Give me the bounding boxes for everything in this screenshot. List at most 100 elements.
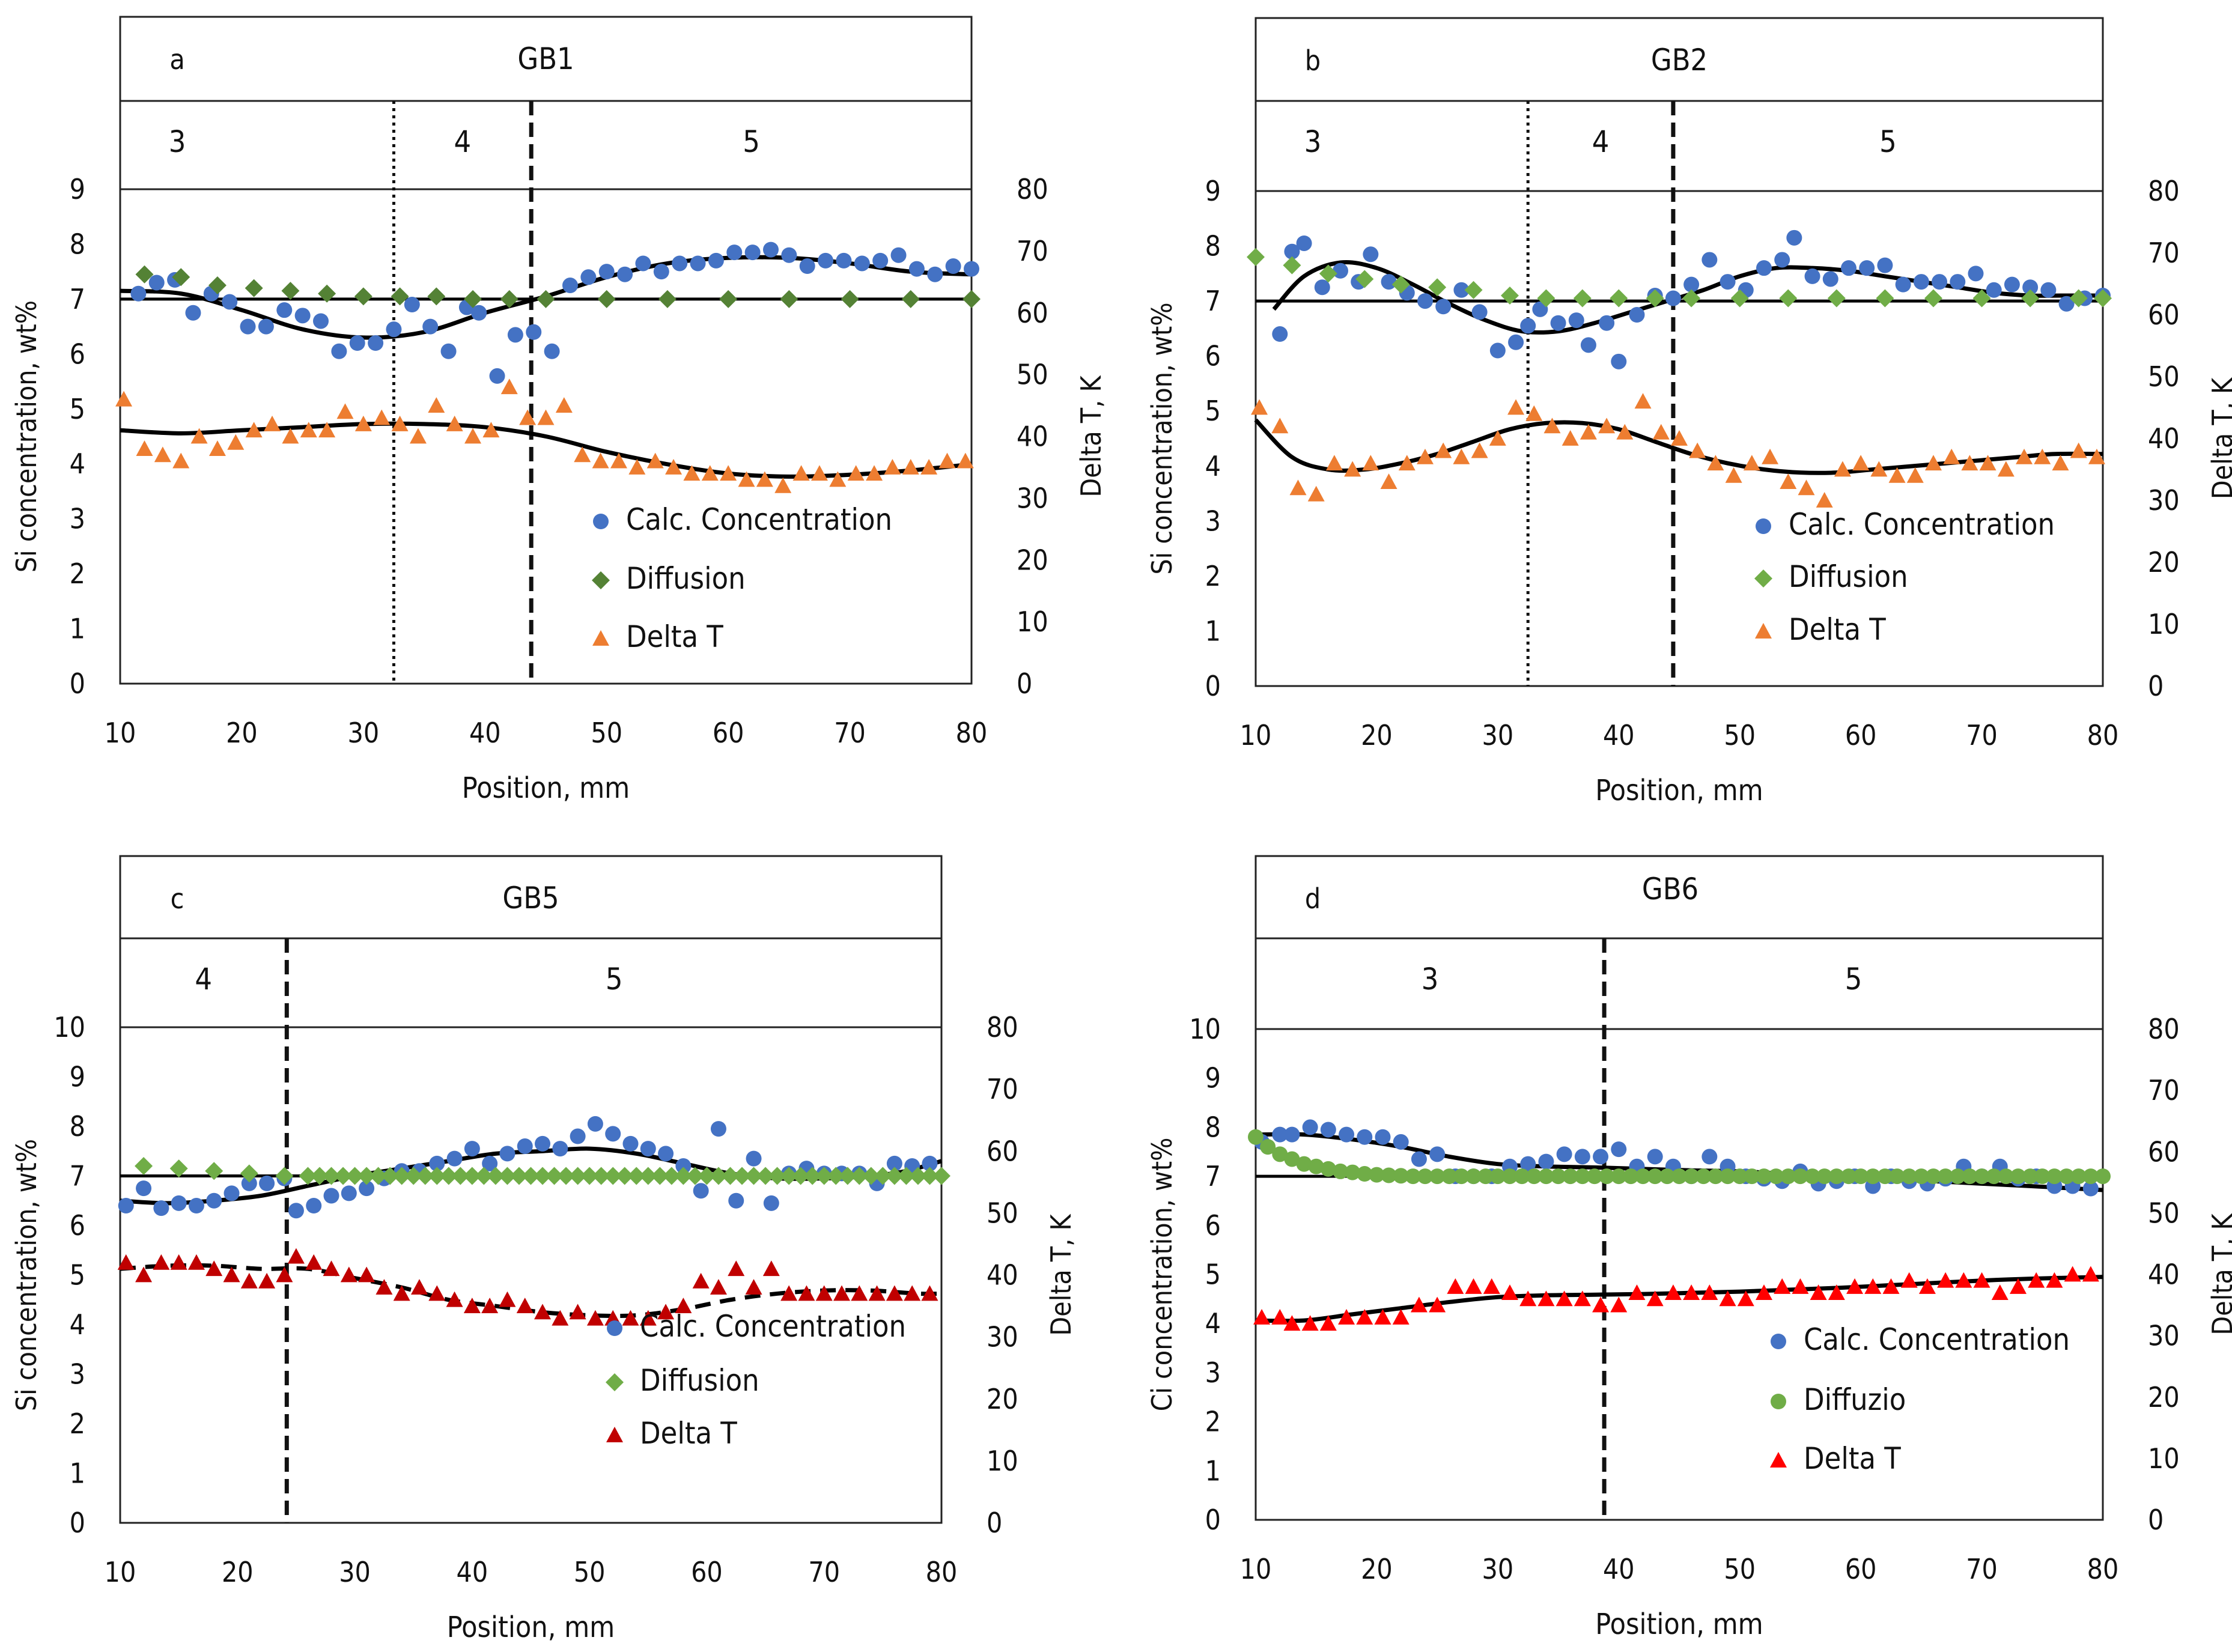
data-point <box>728 1260 745 1277</box>
data-point <box>756 471 773 487</box>
data-point <box>1962 1168 1978 1185</box>
data-point <box>1599 315 1615 331</box>
data-point <box>622 1135 639 1152</box>
data-point <box>1580 337 1596 353</box>
data-point <box>1410 1296 1428 1313</box>
data-point <box>1447 1278 1464 1294</box>
y-tick-label: 5 <box>1205 395 1221 427</box>
data-point <box>1786 229 1802 246</box>
data-point <box>1774 252 1790 268</box>
data-point <box>1363 246 1379 263</box>
data-point <box>921 1285 938 1301</box>
data-point <box>1381 274 1397 290</box>
legend-label: Diffusion <box>640 1363 759 1398</box>
data-point <box>1877 1168 1893 1185</box>
data-point <box>799 258 815 275</box>
data-point <box>148 275 165 291</box>
data-point <box>904 1285 921 1301</box>
series-diffusion <box>135 265 981 308</box>
data-point <box>281 282 300 300</box>
x-tick-label: 70 <box>808 1556 840 1588</box>
y2-tick-label: 30 <box>1017 482 1048 514</box>
data-point <box>391 287 409 306</box>
y2-tick-label: 40 <box>2148 1259 2180 1291</box>
data-point <box>1369 1167 1385 1183</box>
data-point <box>1792 1168 1808 1185</box>
y2-tick-label: 60 <box>2148 299 2180 331</box>
x-tick-label: 60 <box>1845 719 1877 752</box>
data-point <box>439 1167 458 1185</box>
data-point <box>674 1167 693 1185</box>
data-point <box>446 1150 463 1167</box>
data-point <box>901 290 920 308</box>
data-point <box>1471 304 1488 320</box>
data-point <box>587 1116 603 1132</box>
data-point <box>376 1279 393 1295</box>
data-point <box>1574 1168 1590 1185</box>
data-point <box>1889 1168 1905 1185</box>
data-point <box>1362 455 1379 471</box>
data-point <box>2022 279 2039 296</box>
data-point <box>1683 276 1700 293</box>
data-point <box>1538 1153 1554 1170</box>
data-point <box>1859 260 1875 276</box>
zone-label: 3 <box>1422 962 1439 997</box>
data-point <box>2082 1180 2099 1197</box>
data-point <box>2058 296 2075 312</box>
data-point <box>615 1167 634 1185</box>
data-point <box>1381 1167 1397 1183</box>
data-point <box>756 1167 775 1185</box>
data-point <box>486 1167 505 1185</box>
x-axis-label: Position, mm <box>1595 1608 1763 1641</box>
data-point <box>774 477 792 493</box>
data-point <box>1816 1168 1832 1185</box>
data-point <box>208 440 226 456</box>
x-tick-label: 60 <box>1845 1553 1877 1585</box>
y-tick-label: 8 <box>70 228 85 260</box>
data-point <box>258 1272 276 1289</box>
data-point <box>874 1167 892 1185</box>
y-tick-label: 9 <box>1205 175 1221 207</box>
y2-tick-label: 30 <box>987 1321 1018 1353</box>
data-point <box>2082 1168 2099 1185</box>
data-point <box>1398 455 1416 471</box>
data-point <box>1743 455 1760 471</box>
data-point <box>1247 247 1265 266</box>
data-point <box>1730 289 1749 308</box>
data-point <box>1319 264 1337 283</box>
data-point <box>745 1279 762 1295</box>
data-point <box>2028 1272 2045 1288</box>
data-point <box>710 1279 727 1295</box>
data-point <box>464 290 482 308</box>
data-point <box>1417 1168 1433 1185</box>
chart-panel-b: b GB2 3 4 5 10 20 30 40 50 60 70 80 0 1 2 3 4 5 6 7 8 9 0 10 20 30… <box>1146 17 2232 807</box>
data-point <box>300 422 317 438</box>
data-point <box>1659 1168 1675 1185</box>
data-point <box>708 252 724 269</box>
data-point <box>1828 1284 1845 1301</box>
data-point <box>1611 1141 1627 1158</box>
plot-area <box>1254 1028 2104 1521</box>
plot-area <box>1254 190 2104 687</box>
data-point <box>763 1195 779 1211</box>
data-point <box>1501 1284 1518 1301</box>
data-point <box>1671 1168 1687 1185</box>
data-point <box>428 1285 446 1301</box>
y2-tick-label: 10 <box>2148 608 2180 640</box>
y-tick-label: 1 <box>70 613 85 645</box>
data-point <box>890 247 907 263</box>
x-axis-label: Position, mm <box>1595 774 1763 807</box>
x-tick-label: 80 <box>2087 719 2119 752</box>
data-point <box>205 1162 224 1180</box>
y-tick-label: 5 <box>70 1259 85 1292</box>
data-point <box>580 269 597 285</box>
data-point <box>1732 1168 1748 1185</box>
data-point <box>872 252 889 269</box>
data-point <box>481 1298 499 1313</box>
data-point <box>1744 1168 1760 1185</box>
data-point <box>1635 1168 1651 1185</box>
data-point <box>1272 1146 1288 1162</box>
data-point <box>1816 492 1833 508</box>
data-point <box>516 1298 534 1313</box>
